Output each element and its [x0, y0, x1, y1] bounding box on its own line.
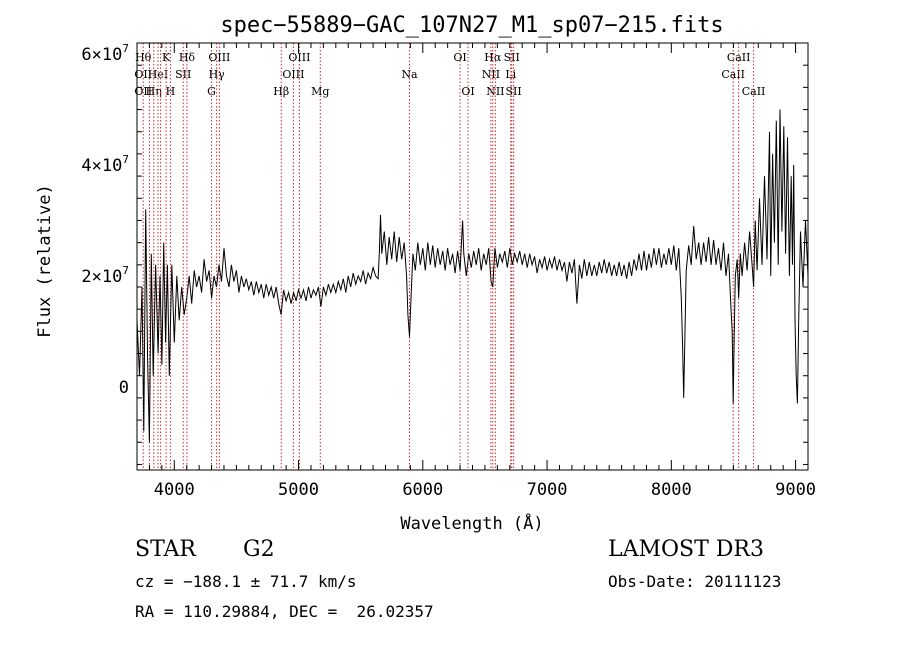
line-label: Hα	[484, 51, 502, 64]
y-tick-label: 4×107	[81, 153, 129, 176]
line-label: OIII	[282, 68, 304, 81]
x-axis-label: Wavelength (Å)	[400, 512, 543, 534]
line-label: Hθ	[135, 51, 152, 64]
line-label: OI	[453, 51, 466, 64]
survey-name: LAMOST DR3	[608, 537, 764, 562]
x-tick-label: 9000	[775, 480, 816, 500]
spectral-line-markers: HθOIIOIIHηHeIKHSIIHδGHγOIIIHβOIIIOIIIMgN…	[134, 43, 765, 470]
line-label: NII	[482, 68, 500, 81]
x-tick-label: 4000	[154, 480, 195, 500]
line-label: Mg	[311, 85, 329, 98]
line-label: Hη	[146, 85, 162, 98]
line-label: Hβ	[273, 85, 289, 98]
object-subclass: G2	[243, 537, 275, 562]
line-label: OI	[461, 85, 474, 98]
redshift-readout: cz = −188.1 ± 71.7 km/s	[135, 572, 357, 591]
spectrum-series	[136, 109, 809, 443]
x-tick-label: 5000	[278, 480, 319, 500]
line-label: SII	[504, 51, 520, 64]
line-label: CaII	[742, 85, 766, 98]
obs-date: Obs-Date: 20111123	[608, 572, 782, 591]
y-tick-label: 0	[119, 378, 129, 398]
y-tick-label: 2×107	[81, 264, 129, 287]
line-label: SII	[175, 68, 191, 81]
axes: 4000 5000 6000 7000 8000 9000 0 2×107 4×107 6×107	[81, 42, 816, 500]
x-tick-label: 6000	[402, 480, 443, 500]
line-label: CaII	[727, 51, 751, 64]
line-label: HeI	[148, 68, 168, 81]
line-label: OII	[134, 68, 152, 81]
line-label: Li	[505, 68, 516, 81]
line-label: Hγ	[209, 68, 226, 81]
line-label: OIII	[208, 51, 230, 64]
line-label: SII	[506, 85, 522, 98]
line-label: OII	[134, 85, 152, 98]
y-tick-label: 6×107	[81, 42, 129, 65]
chart-title: spec−55889−GAC_107N27_M1_sp07−215.fits	[220, 13, 723, 38]
line-label: H	[166, 85, 176, 98]
line-label: K	[162, 51, 171, 64]
line-label: NII	[486, 85, 504, 98]
spectrum-line	[136, 109, 809, 443]
line-label: CaII	[721, 68, 745, 81]
line-label: G	[207, 85, 216, 98]
coordinates: RA = 110.29884, DEC = 26.02357	[135, 602, 434, 621]
line-label: Hδ	[179, 51, 196, 64]
object-class: STAR	[135, 537, 196, 562]
line-label: OIII	[288, 51, 310, 64]
x-tick-label: 7000	[527, 480, 568, 500]
line-label: Na	[401, 68, 418, 81]
x-tick-label: 8000	[651, 480, 692, 500]
y-axis-label: Flux (relative)	[35, 184, 55, 338]
